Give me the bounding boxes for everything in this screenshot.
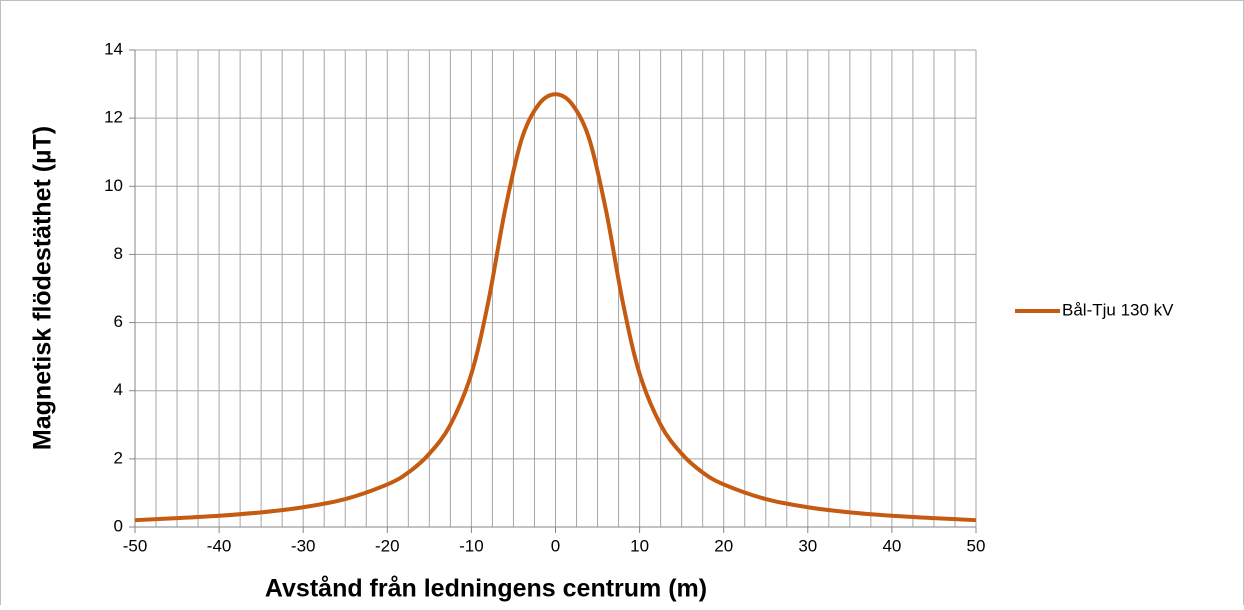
- y-tick-label: 6: [114, 312, 123, 331]
- y-tick-label: 4: [114, 380, 123, 399]
- x-tick-label: 30: [798, 536, 817, 555]
- x-tick-label: -10: [459, 536, 484, 555]
- x-tick-label: 40: [882, 536, 901, 555]
- x-tick-label: -20: [375, 536, 400, 555]
- series-line: [134, 92, 977, 523]
- x-axis-label: Avstånd från ledningens centrum (m): [265, 575, 707, 603]
- x-tick-label: 10: [630, 536, 649, 555]
- y-tick-label: 2: [114, 448, 123, 467]
- x-tick-label: 20: [714, 536, 733, 555]
- y-tick-label: 14: [104, 39, 123, 58]
- y-tick-label: 12: [104, 108, 123, 127]
- legend-label: Bål-Tju 130 kV: [1062, 300, 1174, 319]
- y-tick-label: 0: [114, 516, 123, 535]
- x-tick-label: 50: [967, 536, 986, 555]
- x-tick-label: 0: [551, 536, 560, 555]
- y-axis-label: Magnetisk flödestäthet (µT): [29, 126, 57, 450]
- x-tick-label: -40: [207, 536, 232, 555]
- y-tick-label: 10: [104, 176, 123, 195]
- x-tick-label: -30: [291, 536, 316, 555]
- x-tick-label: -50: [123, 536, 148, 555]
- y-tick-label: 8: [114, 244, 123, 263]
